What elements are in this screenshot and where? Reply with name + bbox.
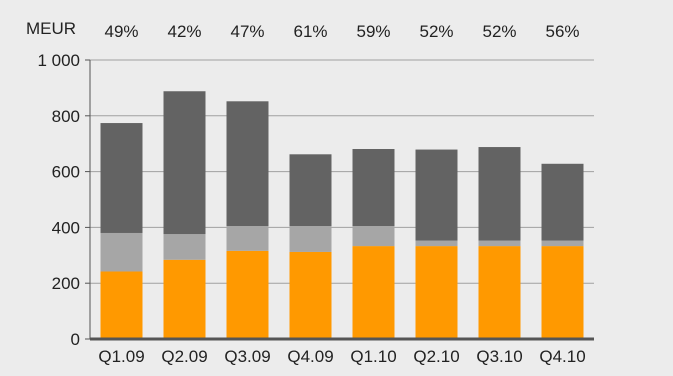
bar-segment-3 [226,101,269,227]
bar-segment-2 [541,240,584,247]
bar-segment-3 [541,163,584,241]
y-tick-label: 800 [52,107,80,126]
bar-segment-1 [415,246,458,339]
bar-segment-2 [352,226,395,247]
top-percentage-label: 56% [545,22,579,41]
bar-segment-2 [415,240,458,247]
x-tick-label: Q1.10 [350,347,396,366]
bar-segment-3 [478,147,521,241]
bar-segment-3 [289,154,332,227]
x-tick-label: Q1.09 [98,347,144,366]
x-tick-label: Q2.10 [413,347,459,366]
bar-segment-2 [100,232,143,272]
y-tick-label: 0 [71,330,80,349]
top-percentage-label: 59% [356,22,390,41]
bar-segment-3 [415,149,458,241]
x-tick-label: Q4.10 [539,347,585,366]
top-percentage-label: 52% [419,22,453,41]
bar-segment-1 [352,246,395,339]
y-tick-label: 600 [52,163,80,182]
bar-segment-3 [100,123,143,233]
bar-segment-3 [352,149,395,227]
top-percentage-label: 42% [167,22,201,41]
y-tick-label: 400 [52,218,80,237]
bar-segment-1 [100,271,143,339]
top-percentage-label: 61% [293,22,327,41]
y-unit-label: MEUR [26,19,77,38]
y-tick-label: 1 000 [37,51,80,70]
bar-segment-1 [541,246,584,339]
bar-segment-1 [289,251,332,339]
bar-segment-1 [478,246,521,339]
x-tick-label: Q3.09 [224,347,270,366]
bar-segment-2 [478,240,521,247]
x-tick-label: Q2.09 [161,347,207,366]
bar-segment-1 [163,259,206,339]
y-tick-label: 200 [52,274,80,293]
x-tick-label: Q3.10 [476,347,522,366]
x-tick-label: Q4.09 [287,347,333,366]
bar-segment-2 [289,226,332,252]
top-percentage-label: 47% [230,22,264,41]
top-percentage-label: 52% [482,22,516,41]
top-percentage-label: 49% [104,22,138,41]
bar-segment-2 [226,226,269,251]
bar-segment-2 [163,234,206,260]
bar-segment-3 [163,91,206,235]
bar-segment-1 [226,250,269,339]
